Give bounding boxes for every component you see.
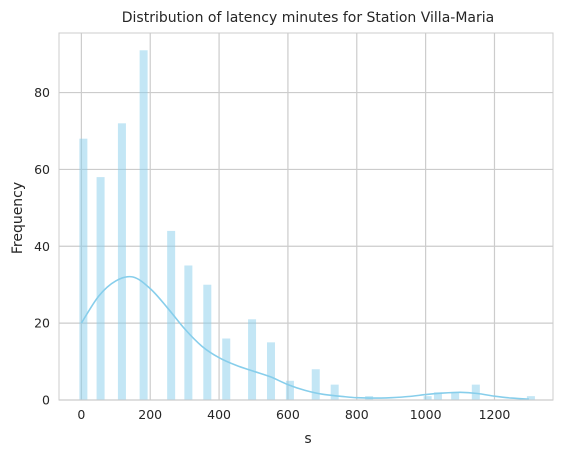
y-tick-label: 60 — [34, 162, 50, 177]
x-tick-label: 600 — [276, 407, 300, 422]
histogram-bar — [312, 369, 320, 400]
x-axis-label: s — [304, 431, 311, 447]
x-tick-label: 1000 — [410, 407, 442, 422]
x-tick-label: 0 — [77, 407, 85, 422]
histogram-bar — [248, 319, 256, 400]
plot-background — [59, 33, 553, 400]
y-tick-labels: 0 20 40 60 80 — [34, 85, 50, 407]
y-tick-label: 40 — [34, 239, 50, 254]
histogram-bar — [140, 50, 148, 400]
histogram-bar — [97, 177, 105, 400]
histogram-bar — [267, 342, 275, 400]
x-tick-label: 800 — [345, 407, 369, 422]
histogram-bar — [79, 139, 87, 400]
histogram-bar — [331, 385, 339, 400]
histogram-bar — [451, 392, 459, 400]
y-axis-label: Frequency — [10, 182, 26, 254]
histogram-bar — [222, 339, 230, 400]
plot-area — [59, 33, 553, 400]
x-tick-label: 200 — [138, 407, 162, 422]
chart-title: Distribution of latency minutes for Stat… — [122, 10, 494, 26]
y-tick-label: 0 — [42, 393, 50, 408]
x-tick-label: 1200 — [479, 407, 511, 422]
y-tick-label: 80 — [34, 85, 50, 100]
histogram-bar — [424, 396, 432, 400]
x-tick-labels: 0 200 400 600 800 1000 1200 — [77, 407, 510, 422]
y-tick-label: 20 — [34, 316, 50, 331]
histogram-bar — [118, 123, 126, 400]
histogram-bar — [203, 285, 211, 400]
x-tick-label: 400 — [207, 407, 231, 422]
